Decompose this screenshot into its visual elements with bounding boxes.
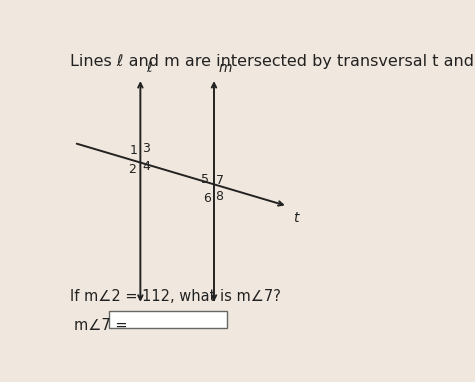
Text: $t$: $t$ bbox=[293, 210, 301, 225]
Text: 7: 7 bbox=[216, 173, 224, 186]
Text: $m$: $m$ bbox=[218, 61, 232, 75]
Text: 5: 5 bbox=[201, 173, 209, 186]
Text: 3: 3 bbox=[142, 142, 150, 155]
Text: 6: 6 bbox=[203, 193, 211, 206]
Text: 1: 1 bbox=[129, 144, 137, 157]
Text: Lines ℓ and m are intersected by transversal t and ℓ ∥ m.: Lines ℓ and m are intersected by transve… bbox=[70, 53, 475, 69]
Text: 2: 2 bbox=[128, 163, 135, 176]
Text: m∠7 =: m∠7 = bbox=[74, 318, 128, 333]
Text: 4: 4 bbox=[142, 160, 150, 173]
FancyBboxPatch shape bbox=[109, 311, 227, 328]
Text: If m∠2 = 112, what is m∠7?: If m∠2 = 112, what is m∠7? bbox=[70, 288, 281, 304]
Text: 8: 8 bbox=[216, 190, 224, 203]
Text: $\ell$: $\ell$ bbox=[146, 60, 153, 75]
